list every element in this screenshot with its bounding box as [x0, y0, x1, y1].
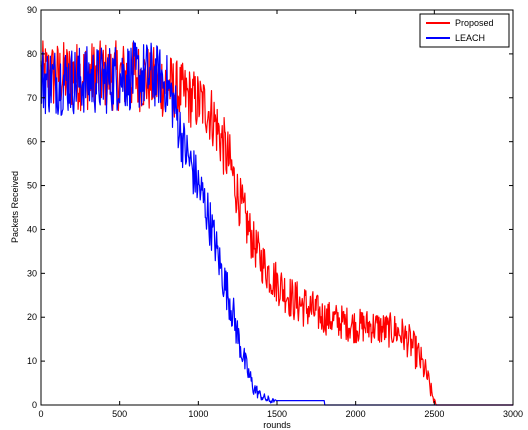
ticks-layer: 0 500 1000 1500 2000 2500 3000 0 10 20 30 40 50 60 70 8… — [27, 5, 523, 419]
y-tick-label: 70 — [27, 93, 37, 103]
y-tick-label: 80 — [27, 49, 37, 59]
y-tick-label: 40 — [27, 224, 37, 234]
x-tick-label: 2000 — [346, 409, 366, 419]
x-tick-label: 0 — [38, 409, 43, 419]
y-tick-label: 20 — [27, 312, 37, 322]
y-tick-label: 60 — [27, 137, 37, 147]
y-tick-label: 50 — [27, 181, 37, 191]
x-tick-label: 3000 — [503, 409, 523, 419]
x-tick-label: 1500 — [267, 409, 287, 419]
legend-label-leach: LEACH — [455, 33, 485, 43]
legend: Proposed LEACH — [419, 13, 510, 48]
y-tick-label: 0 — [32, 400, 37, 410]
x-tick-label: 2500 — [424, 409, 444, 419]
y-tick-label: 30 — [27, 268, 37, 278]
y-tick-label: 90 — [27, 5, 37, 15]
legend-box — [419, 13, 510, 48]
y-axis-label: Packets Received — [10, 171, 20, 243]
x-tick-label: 1000 — [188, 409, 208, 419]
y-tick-label: 10 — [27, 356, 37, 366]
legend-label-proposed: Proposed — [455, 18, 494, 28]
x-tick-label: 500 — [112, 409, 127, 419]
x-axis-label: rounds — [263, 420, 291, 430]
